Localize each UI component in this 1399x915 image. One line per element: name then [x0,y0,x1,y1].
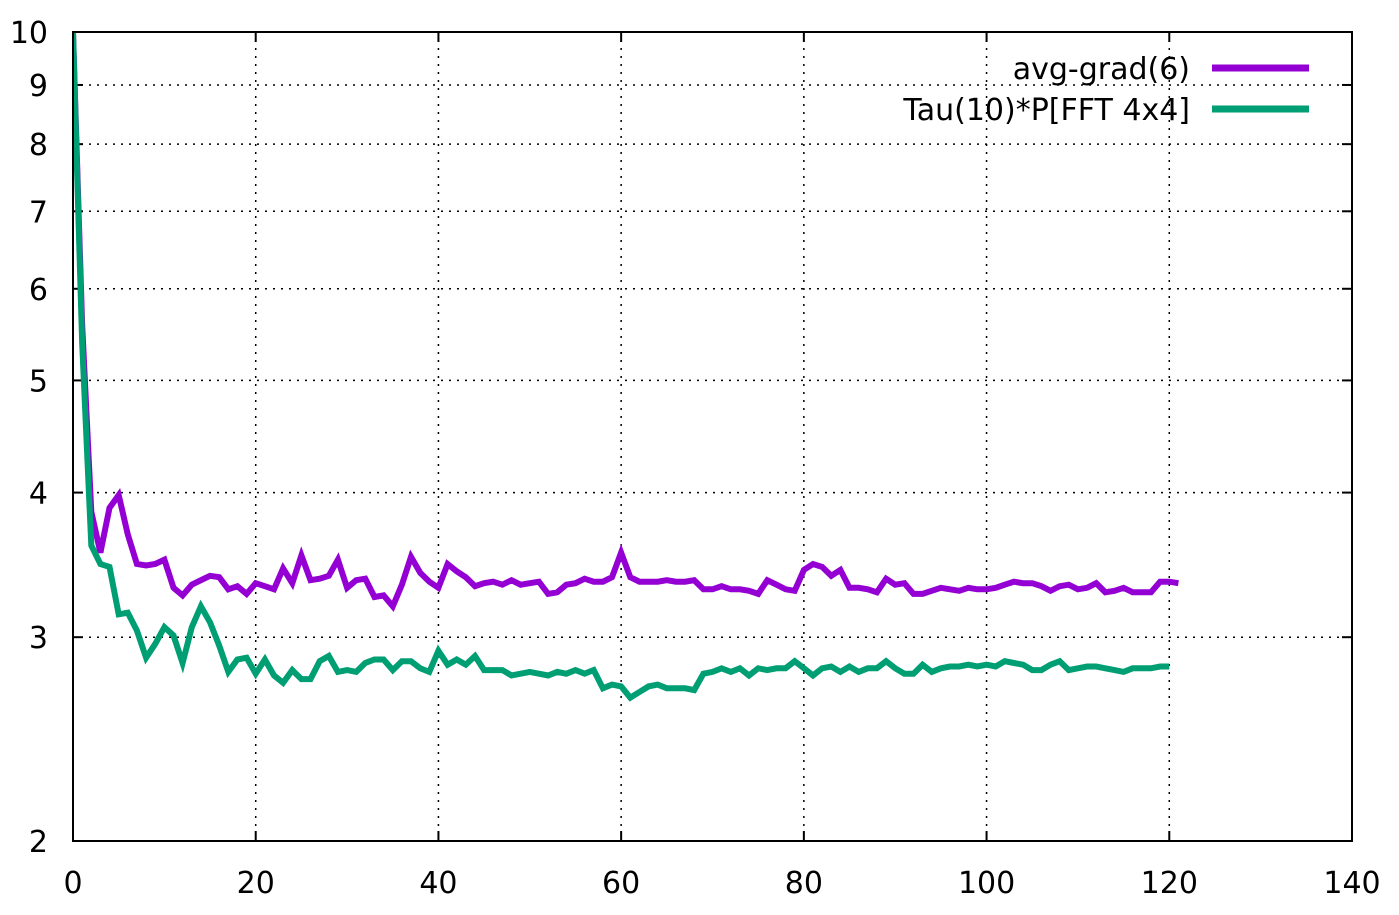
legend: avg-grad(6) Tau(10)*P[FFT 4x4] [902,52,1309,128]
axis-ticks [72,31,1353,842]
y-tick-label: 6 [29,273,48,308]
y-tick-labels: 2 3 4 5 6 7 8 9 10 [10,16,48,860]
series-line-1 [73,32,1179,612]
y-tick-label: 9 [29,69,48,104]
x-tick-labels: 0 20 40 60 80 100 120 140 [63,866,1380,901]
x-tick-label: 20 [237,866,275,901]
y-tick-label: 4 [29,477,48,512]
x-tick-label: 40 [419,866,457,901]
x-tick-label: 0 [63,866,82,901]
y-tick-label: 10 [10,16,48,51]
x-tick-label: 60 [602,866,640,901]
legend-label-2: Tau(10)*P[FFT 4x4] [902,93,1190,128]
plot-frame [72,31,1353,842]
y-tick-label: 8 [29,128,48,163]
series-lines [73,32,1179,702]
y-tick-label: 3 [29,621,48,656]
y-tick-label: 7 [29,195,48,230]
x-tick-label: 120 [1141,866,1198,901]
y-tick-label: 2 [29,825,48,860]
y-tick-label: 5 [29,364,48,399]
x-tick-label: 80 [785,866,823,901]
x-tick-label: 140 [1323,866,1380,901]
x-tick-label: 100 [958,866,1015,901]
grid-lines [73,32,1352,841]
series-line-2 [73,32,1170,702]
legend-label-1: avg-grad(6) [1013,52,1190,87]
